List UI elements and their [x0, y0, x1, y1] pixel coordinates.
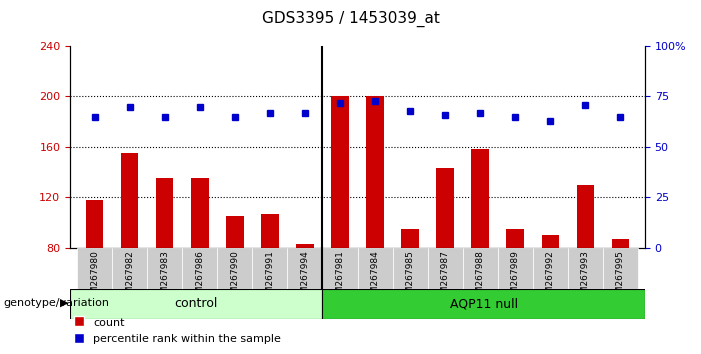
- Text: genotype/variation: genotype/variation: [4, 298, 109, 308]
- Text: GSM267989: GSM267989: [511, 250, 519, 305]
- Bar: [156, 178, 174, 248]
- Bar: [147, 248, 182, 289]
- Text: GSM267985: GSM267985: [406, 250, 414, 305]
- Bar: [252, 248, 287, 289]
- Text: GSM267993: GSM267993: [581, 250, 590, 305]
- Bar: [70, 289, 322, 319]
- Text: AQP11 null: AQP11 null: [449, 297, 518, 310]
- Text: GSM267991: GSM267991: [266, 250, 274, 305]
- Bar: [297, 244, 314, 248]
- Bar: [568, 248, 603, 289]
- Text: GSM267986: GSM267986: [196, 250, 204, 305]
- Text: GSM267987: GSM267987: [441, 250, 449, 305]
- Text: control: control: [175, 297, 218, 310]
- Bar: [226, 216, 244, 248]
- Text: GDS3395 / 1453039_at: GDS3395 / 1453039_at: [261, 11, 440, 27]
- Bar: [217, 248, 252, 289]
- Text: GSM267988: GSM267988: [476, 250, 484, 305]
- Bar: [121, 153, 138, 248]
- Bar: [436, 169, 454, 248]
- Bar: [287, 248, 322, 289]
- Text: GSM267980: GSM267980: [90, 250, 99, 305]
- Bar: [393, 248, 428, 289]
- Text: GSM267995: GSM267995: [616, 250, 625, 305]
- Bar: [261, 214, 278, 248]
- Bar: [77, 248, 112, 289]
- Legend: count, percentile rank within the sample: count, percentile rank within the sample: [69, 313, 285, 348]
- Text: GSM267983: GSM267983: [161, 250, 169, 305]
- Bar: [603, 248, 638, 289]
- Text: GSM267982: GSM267982: [125, 250, 134, 304]
- Text: GSM267990: GSM267990: [231, 250, 239, 305]
- Bar: [366, 97, 384, 248]
- Bar: [498, 248, 533, 289]
- Bar: [331, 97, 348, 248]
- Bar: [611, 239, 629, 248]
- Bar: [322, 248, 358, 289]
- Bar: [471, 149, 489, 248]
- Bar: [322, 289, 645, 319]
- Bar: [576, 185, 594, 248]
- Bar: [182, 248, 217, 289]
- Text: GSM267994: GSM267994: [301, 250, 309, 304]
- Bar: [428, 248, 463, 289]
- Text: GSM267992: GSM267992: [546, 250, 554, 304]
- Bar: [401, 229, 418, 248]
- Text: ▶: ▶: [60, 298, 69, 308]
- Text: GSM267984: GSM267984: [371, 250, 379, 304]
- Bar: [542, 235, 559, 248]
- Bar: [506, 229, 524, 248]
- Bar: [191, 178, 209, 248]
- Bar: [463, 248, 498, 289]
- Bar: [533, 248, 568, 289]
- Bar: [86, 200, 104, 248]
- Text: GSM267981: GSM267981: [336, 250, 344, 305]
- Bar: [112, 248, 147, 289]
- Bar: [358, 248, 393, 289]
